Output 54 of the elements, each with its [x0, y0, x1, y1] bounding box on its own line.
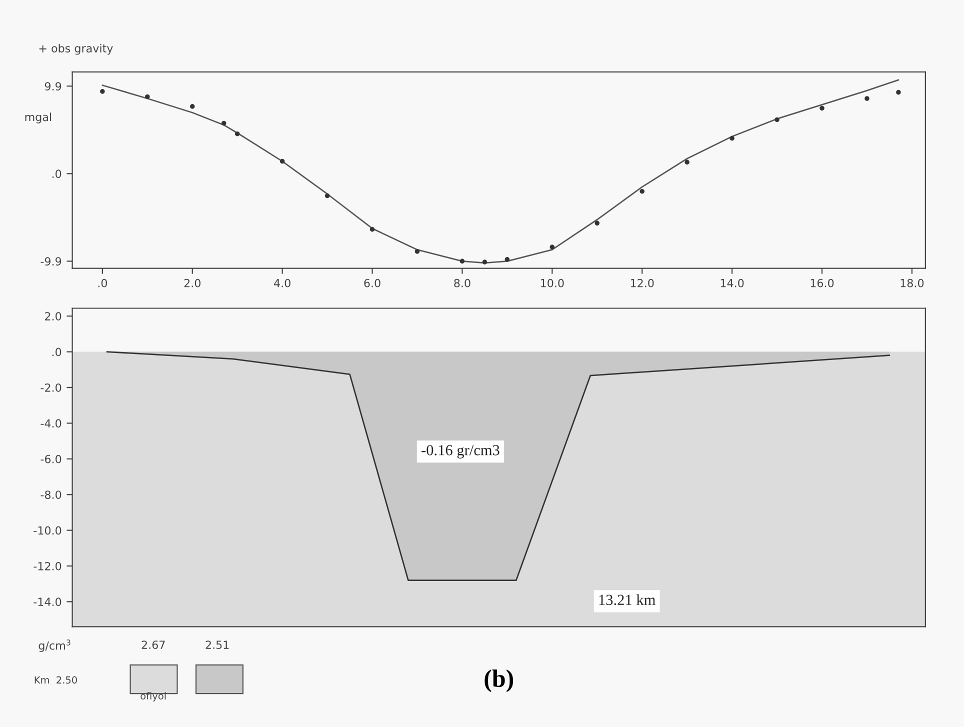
x-tick-label: 16.0 — [810, 278, 834, 288]
y-tick-label: -8.0 — [40, 490, 62, 499]
point — [460, 258, 465, 264]
annotation: 13.21 km — [599, 594, 656, 606]
point — [280, 158, 285, 164]
text: Km 2.50 — [34, 676, 77, 684]
point — [594, 220, 600, 226]
y-tick-label: -4.0 — [40, 419, 62, 428]
point — [504, 257, 510, 262]
point — [414, 249, 420, 254]
y-tick-label: 2.0 — [45, 312, 62, 320]
y-tick-label: -12.0 — [34, 562, 62, 570]
y-tick-label: -14.0 — [34, 598, 62, 606]
y-tick-label: 9.9 — [44, 82, 62, 90]
point — [324, 193, 330, 198]
y-tick-label: -6.0 — [40, 454, 62, 464]
x-tick-label: 6.0 — [364, 278, 380, 288]
point — [864, 96, 870, 101]
annotation: -0.16 gr/cm3 — [422, 445, 500, 458]
y-axis-title: mgal — [25, 112, 52, 124]
text: 2.51 — [206, 640, 229, 650]
text: + obs gravity — [39, 44, 113, 55]
text: g/cm$^{3}$ — [38, 640, 70, 652]
point — [100, 89, 105, 94]
x-tick-label: 4.0 — [274, 278, 290, 288]
point — [221, 120, 226, 126]
text: (b) — [484, 669, 514, 692]
y-tick-label: -10.0 — [34, 526, 62, 535]
x-tick-label: 2.0 — [184, 278, 200, 288]
x-tick-label: 18.0 — [900, 278, 924, 288]
text: 2.67 — [142, 640, 165, 650]
point — [145, 94, 150, 100]
point — [820, 106, 824, 111]
point — [190, 104, 195, 109]
text: ofiyol — [140, 692, 166, 702]
x-tick-label: .0 — [98, 278, 107, 288]
y-tick-label: .0 — [52, 170, 62, 178]
point — [482, 260, 488, 264]
point — [774, 117, 780, 122]
point — [730, 136, 734, 141]
x-tick-label: 10.0 — [541, 278, 564, 288]
point — [640, 188, 645, 194]
point — [370, 226, 375, 232]
x-tick-label: 12.0 — [630, 278, 654, 288]
point — [550, 244, 555, 250]
point — [684, 160, 690, 165]
y-tick-label: -9.9 — [40, 257, 62, 266]
x-tick-label: 8.0 — [454, 278, 470, 288]
y-tick-label: -2.0 — [40, 383, 62, 392]
point — [896, 90, 901, 95]
y-tick-label: .0 — [52, 348, 62, 356]
x-tick-label: 14.0 — [720, 278, 744, 288]
point — [234, 131, 240, 136]
line-series — [102, 79, 900, 264]
